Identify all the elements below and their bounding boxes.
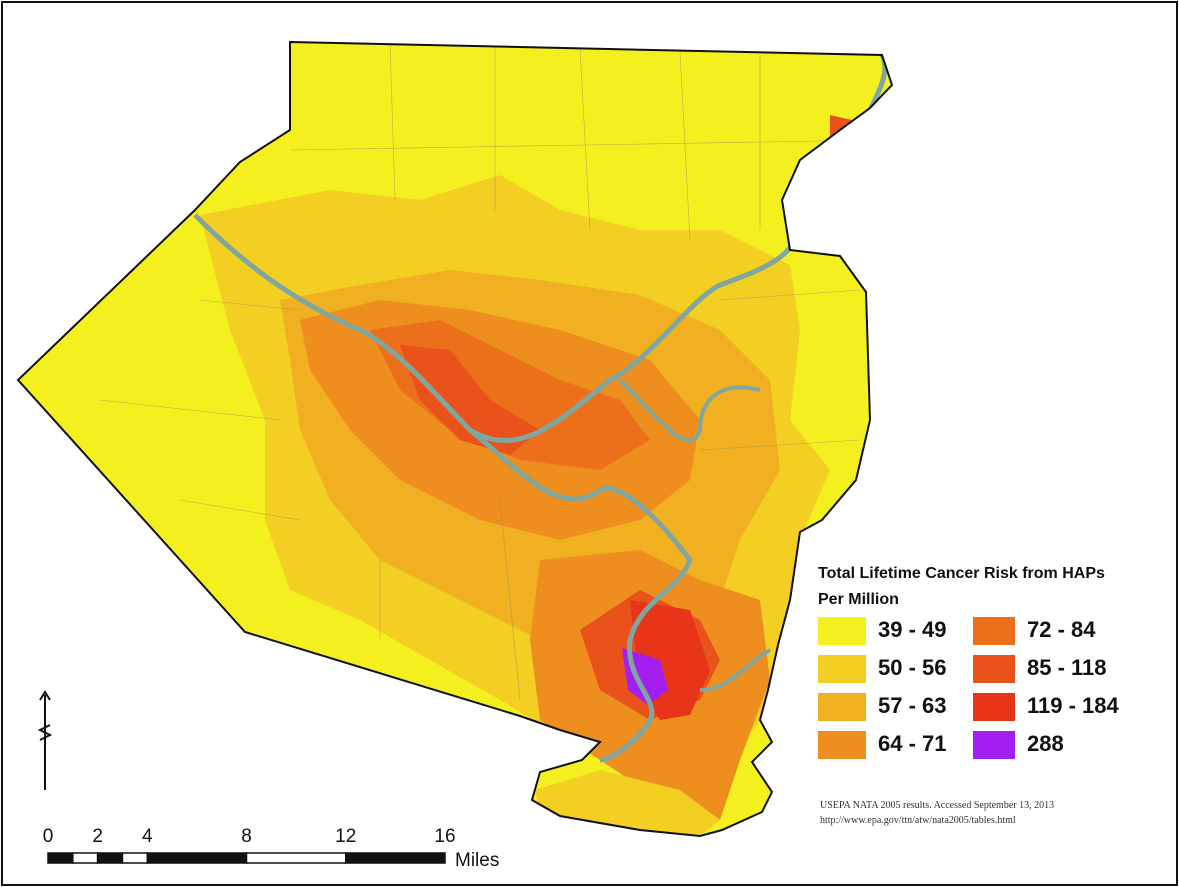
north-arrow [37,690,53,790]
legend-swatch [818,731,866,759]
legend-swatch [973,655,1015,683]
legend-swatch [973,731,1015,759]
legend-label: 39 - 49 [878,617,947,642]
scale-segment [121,852,148,864]
scale-unit: Miles [455,850,499,871]
legend-title: Total Lifetime Cancer Risk from HAPs [818,565,1105,582]
scale-label: 16 [434,826,455,847]
source-line: USEPA NATA 2005 results. Accessed Septem… [820,800,1054,811]
legend-swatch [973,693,1015,721]
scale-segment [96,852,124,864]
legend-swatch [818,655,866,683]
scale-label: 8 [241,826,252,847]
scale-label: 2 [92,826,103,847]
legend-label: 119 - 184 [1027,693,1120,718]
scale-label: 12 [335,826,356,847]
source-line: http://www.epa.gov/ttn/atw/nata2005/tabl… [820,815,1016,826]
scale-segment [245,852,347,864]
scale-segment [146,852,248,864]
legend-swatch [973,617,1015,645]
legend: 39 - 49 50 - 56 57 - 63 64 - 71 72 - 84 85 - … [818,617,1120,759]
scale-segment [72,852,99,864]
legend-label: 72 - 84 [1027,617,1096,642]
legend-subtitle: Per Million [818,591,899,608]
legend-label: 57 - 63 [878,693,947,718]
legend-swatch [818,693,866,721]
scale-segment [47,852,74,864]
scale-label: 4 [142,826,153,847]
scale-segment [345,852,446,864]
scale-label: 0 [43,826,54,847]
legend-swatch [818,617,866,645]
legend-label: 64 - 71 [878,731,947,756]
legend-label: 85 - 118 [1027,655,1107,680]
legend-label: 288 [1027,731,1064,756]
legend-label: 50 - 56 [878,655,947,680]
